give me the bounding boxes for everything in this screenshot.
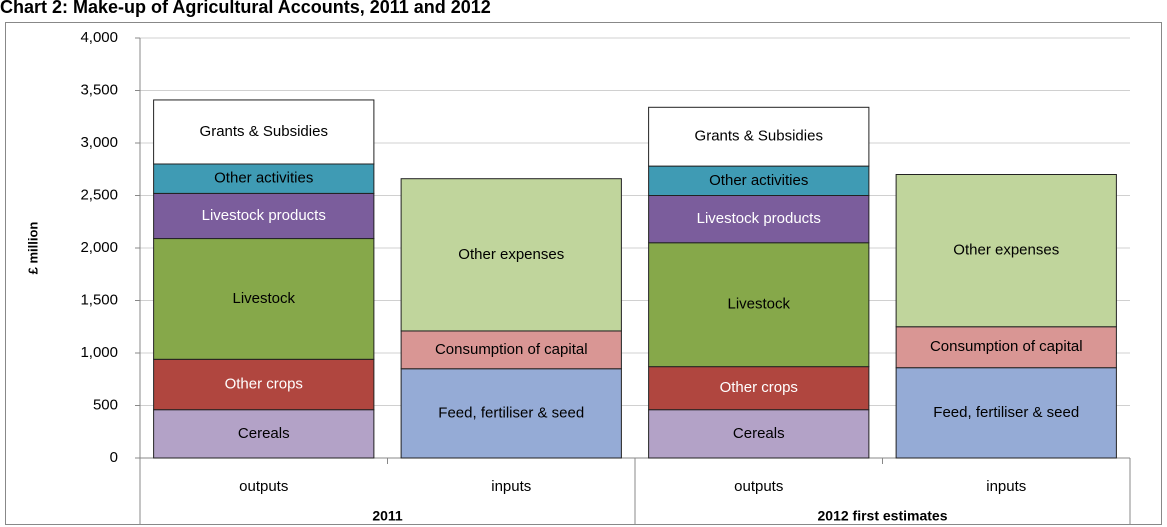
x-tick-label: inputs [986, 478, 1026, 495]
bar-segment [400, 330, 622, 370]
segment-label: Livestock [727, 296, 790, 313]
y-tick-label: 0 [110, 449, 118, 466]
segment-label: Cereals [733, 425, 785, 442]
bar-segment [153, 99, 375, 165]
bar-segment [153, 163, 375, 194]
segment-label: Other expenses [458, 246, 564, 263]
segment-label: Other activities [709, 172, 808, 189]
bar-segment [648, 366, 870, 411]
bar-segment [400, 368, 622, 459]
segment-label: Grants & Subsidies [200, 123, 328, 140]
bar-segment [648, 106, 870, 167]
segment-label: Other crops [225, 375, 303, 392]
y-tick-label: 2,000 [80, 239, 118, 256]
segment-label: Consumption of capital [435, 341, 588, 358]
bar-segment [648, 165, 870, 197]
bar-segment [153, 192, 375, 240]
bar-segment [153, 358, 375, 411]
segment-label: Consumption of capital [930, 338, 1083, 355]
y-tick-label: 3,500 [80, 81, 118, 98]
y-tick-label: 3,000 [80, 134, 118, 151]
bar-segment [895, 367, 1117, 459]
segment-label: Other crops [720, 379, 798, 396]
segment-label: Feed, fertiliser & seed [933, 404, 1079, 421]
x-tick-label: outputs [734, 478, 783, 495]
bar-segment [648, 195, 870, 244]
x-tick-label: outputs [239, 478, 288, 495]
group-label: 2011 [372, 508, 403, 524]
segment-label: Other expenses [953, 242, 1059, 259]
segment-label: Livestock products [697, 210, 821, 227]
x-tick-label: inputs [491, 478, 531, 495]
y-tick-label: 4,000 [80, 29, 118, 46]
segment-label: Other activities [214, 170, 313, 187]
bar-segment [895, 174, 1117, 328]
segment-label: Feed, fertiliser & seed [438, 404, 584, 421]
chart-title: Chart 2: Make-up of Agricultural Account… [0, 0, 491, 17]
y-tick-label: 1,500 [80, 291, 118, 308]
segment-label: Grants & Subsidies [695, 128, 823, 145]
bar-segment [648, 242, 870, 368]
segment-label: Livestock [232, 290, 295, 307]
bar-segment [153, 409, 375, 459]
y-axis-label: £ million [25, 222, 40, 275]
segment-label: Cereals [238, 425, 290, 442]
bar-segment [400, 178, 622, 332]
bar-segment [648, 409, 870, 459]
y-tick-label: 2,500 [80, 186, 118, 203]
y-tick-label: 1,000 [80, 344, 118, 361]
bar-segment [895, 326, 1117, 369]
group-label: 2012 first estimates [818, 508, 948, 524]
y-tick-label: 500 [93, 396, 118, 413]
segment-label: Livestock products [202, 207, 326, 224]
